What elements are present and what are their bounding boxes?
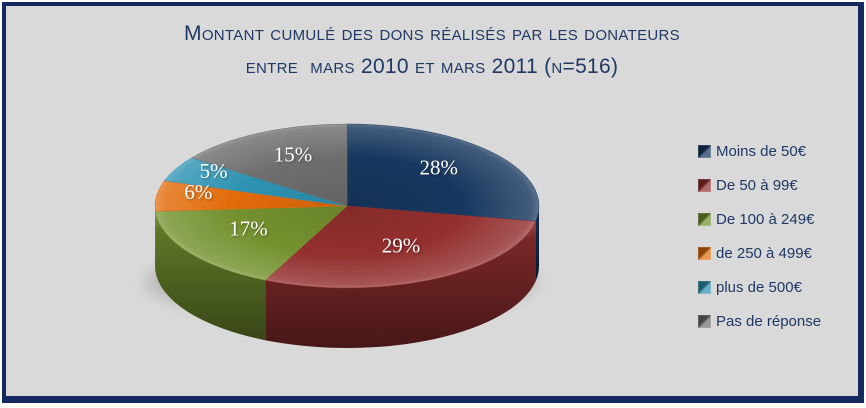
pie-slice-label-2: 17% [229,217,268,241]
pie-slice-2 [155,205,348,281]
chart-frame: Montant cumulé des dons réalisés par les… [2,2,864,403]
legend-item-2: De 100 à 249€ [698,209,821,230]
legend-marker-icon [698,281,711,294]
legend-item-4: plus de 500€ [698,277,821,298]
legend-marker-icon [698,213,711,226]
pie-slice-0 [346,123,540,222]
pie-slice-5 [191,123,348,207]
chart-title-line2: entre mars 2010 et mars 2011 (n=516) [245,55,619,78]
legend-label: Pas de réponse [716,313,822,330]
pie-slice-side-0 [535,206,539,282]
legend-marker-icon [698,315,711,328]
chart-title-line1: Montant cumulé des dons réalisés par les… [184,22,680,45]
chart-title: Montant cumulé des dons réalisés par les… [6,17,858,83]
pie-slice-label-3: 6% [184,180,212,204]
legend-marker-icon [698,247,711,260]
legend: Moins de 50€ De 50 à 99€ De 100 à 249€ de 2… [698,141,821,332]
legend-item-0: Moins de 50€ [698,141,821,162]
pie-slice-1 [264,205,536,289]
legend-label: plus de 500€ [716,279,802,296]
legend-label: Moins de 50€ [716,143,807,160]
legend-marker-icon [698,145,711,158]
pie-chart: 28% 29% 17% 6%5% 15% [145,123,540,349]
pie-slice-label-0: 28% [419,156,458,180]
legend-item-1: De 50 à 99€ [698,175,821,196]
pie-slice-label-1: 29% [382,233,421,257]
legend-label: De 50 à 99€ [716,177,798,194]
pie-slice-label-4: 5% [200,159,228,183]
pie-slice-label-5: 15% [274,143,313,167]
legend-label: de 250 à 499€ [716,245,812,262]
legend-item-5: Pas de réponse [698,311,821,332]
legend-label: De 100 à 249€ [716,211,815,228]
legend-marker-icon [698,179,711,192]
pie-slice-side-2 [155,211,266,341]
legend-item-3: de 250 à 499€ [698,243,821,264]
pie-slice-side-1 [265,221,536,349]
